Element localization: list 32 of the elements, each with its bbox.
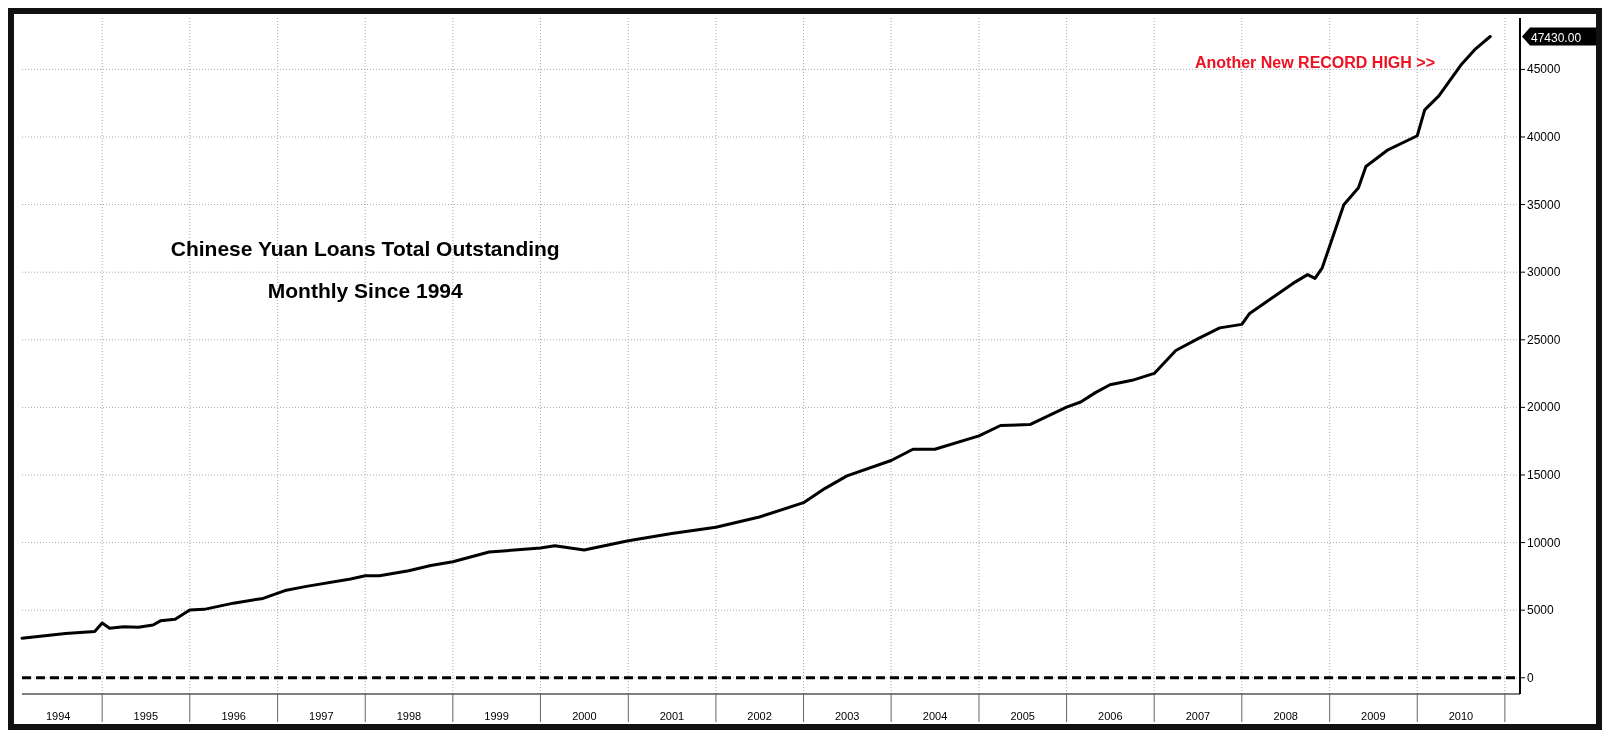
x-tick-label: 2010 [1448, 710, 1474, 722]
y-tick-label: 5000 [1527, 603, 1555, 618]
x-tick-label: 2009 [1361, 710, 1386, 722]
x-tick-label: 2006 [1098, 710, 1123, 722]
y-tick-label: 40000 [1527, 129, 1561, 144]
x-tick-label: 1998 [396, 710, 422, 722]
x-tick-label: 1999 [484, 710, 509, 722]
y-tick-label: 0 [1527, 670, 1534, 685]
y-tick-label: 20000 [1527, 400, 1561, 415]
y-tick-label: 45000 [1527, 62, 1561, 77]
x-tick-label: 2001 [659, 710, 685, 722]
x-tick-label: 2005 [1010, 710, 1035, 722]
y-tick-label: 30000 [1527, 265, 1561, 280]
x-tick-label: 2007 [1185, 710, 1211, 722]
x-tick-label: 2002 [747, 710, 772, 722]
x-tick-label: 1996 [221, 710, 246, 722]
x-tick-label: 2000 [572, 710, 597, 722]
text: Monthly Since 1994 [267, 279, 463, 302]
x-tick-label: 1994 [46, 710, 71, 722]
x-tick-label: 2008 [1273, 710, 1298, 722]
annotation: Another New RECORD HIGH >> [1194, 54, 1435, 71]
text: 47430.00 [1531, 30, 1582, 45]
y-tick-label: 35000 [1527, 197, 1561, 212]
x-tick-label: 1997 [309, 710, 334, 722]
y-tick-label: 15000 [1527, 467, 1561, 482]
x-tick-label: 2003 [834, 710, 860, 722]
x-tick-label: 2004 [922, 710, 948, 722]
y-tick-label: 10000 [1527, 535, 1561, 550]
y-tick-label: 25000 [1527, 332, 1561, 347]
text: Chinese Yuan Loans Total Outstanding [170, 237, 560, 260]
x-tick-label: 1995 [133, 710, 159, 722]
line-series [20, 35, 1492, 640]
